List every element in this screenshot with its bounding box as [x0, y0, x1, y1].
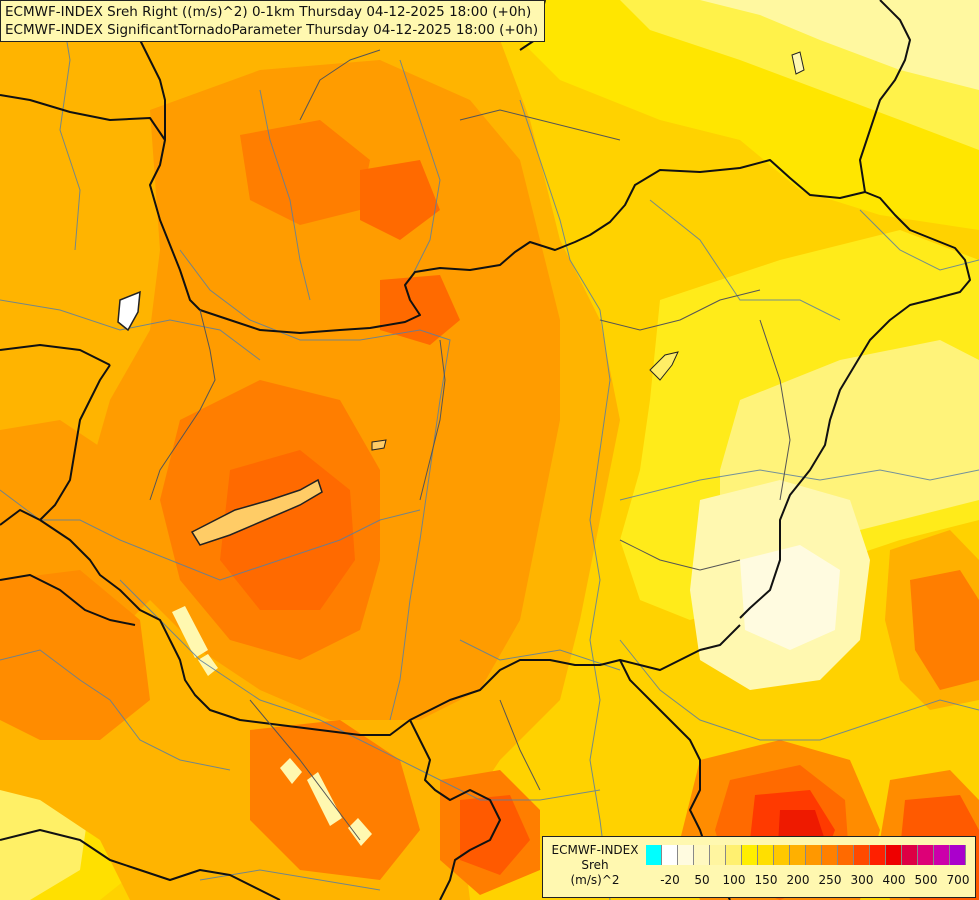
- legend-title: ECMWF-INDEX Sreh (m/s)^2: [547, 843, 643, 888]
- legend-swatch: [726, 845, 742, 865]
- legend-swatch: [822, 845, 838, 865]
- legend-tick-label: 700: [946, 873, 970, 887]
- legend-swatch: [646, 845, 662, 865]
- legend-swatch: [758, 845, 774, 865]
- legend-swatch: [950, 845, 966, 865]
- map-title-line-1: ECMWF-INDEX Sreh Right ((m/s)^2) 0-1km T…: [5, 4, 532, 20]
- legend-tick-label: 300: [850, 873, 874, 887]
- legend-swatch: [854, 845, 870, 865]
- legend-swatch: [710, 845, 726, 865]
- legend-swatch: [838, 845, 854, 865]
- legend-tick-label: 250: [818, 873, 842, 887]
- lakes: [117, 51, 805, 546]
- legend-tick-label: 100: [722, 873, 746, 887]
- legend-swatch: [790, 845, 806, 865]
- legend-swatch: [678, 845, 694, 865]
- legend-swatch: [742, 845, 758, 865]
- legend-swatch: [934, 845, 950, 865]
- legend-tick-labels: -20 50 100 150 200 250 300 400 500 700: [646, 873, 971, 889]
- legend-tick-label: 150: [754, 873, 778, 887]
- legend-swatch: [694, 845, 710, 865]
- legend-swatch: [774, 845, 790, 865]
- legend-title-source: ECMWF-INDEX: [551, 843, 639, 857]
- legend-swatch: [918, 845, 934, 865]
- legend-title-parameter: Sreh: [581, 858, 609, 872]
- map-title-box: ECMWF-INDEX Sreh Right ((m/s)^2) 0-1km T…: [0, 0, 546, 42]
- regional-borders: [149, 49, 791, 841]
- legend-tick-label: 50: [694, 873, 710, 887]
- legend-swatch: [902, 845, 918, 865]
- legend-swatch: [886, 845, 902, 865]
- legend-swatch: [870, 845, 886, 865]
- legend-title-unit: (m/s)^2: [570, 873, 620, 887]
- legend-swatch: [806, 845, 822, 865]
- legend-color-bar: [646, 845, 966, 865]
- map-title-line-2: ECMWF-INDEX SignificantTornadoParameter …: [5, 22, 539, 38]
- legend-tick-label: 500: [914, 873, 938, 887]
- legend-tick-label: -20: [660, 873, 680, 887]
- legend-tick-label: 200: [786, 873, 810, 887]
- legend-tick-label: 400: [882, 873, 906, 887]
- color-legend: ECMWF-INDEX Sreh (m/s)^2 -20 50 100 150 200 2…: [542, 836, 976, 898]
- orange-zones: [0, 0, 620, 900]
- legend-swatch: [662, 845, 678, 865]
